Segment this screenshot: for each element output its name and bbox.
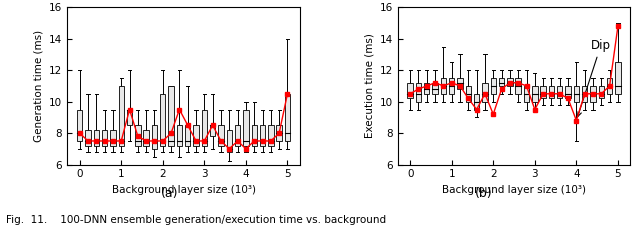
Bar [193,125,199,146]
Y-axis label: Execution time (ms): Execution time (ms) [364,33,374,138]
Bar [515,78,521,94]
Bar [540,86,546,98]
Bar [458,78,463,89]
Bar [276,125,282,141]
Bar [441,78,446,94]
Bar [110,130,116,146]
Bar [143,130,149,146]
Bar [615,62,621,94]
Bar [268,125,273,146]
Bar [202,109,207,146]
Bar [227,130,232,152]
Text: Dip: Dip [577,39,611,117]
Bar [532,86,538,102]
Bar [260,125,265,146]
Bar [285,94,290,141]
Bar [243,109,248,146]
Bar [524,86,529,102]
Bar [548,86,554,98]
Bar [160,94,166,146]
Bar [433,83,438,94]
Bar [507,78,513,86]
Bar [210,125,215,136]
Bar [77,109,83,141]
Bar [582,86,588,102]
Bar [135,125,141,146]
Bar [424,83,429,94]
Bar [85,130,91,146]
Bar [127,109,132,125]
Bar [490,78,496,94]
Y-axis label: Generation time (ms): Generation time (ms) [33,30,44,142]
Bar [185,125,191,146]
Bar [235,125,240,146]
Text: (a): (a) [161,187,179,200]
Text: Fig.  11.    100-DNN ensemble generation/execution time vs. background: Fig. 11. 100-DNN ensemble generation/exe… [6,215,387,225]
Bar [598,86,604,98]
Bar [557,86,563,98]
Bar [177,125,182,146]
Bar [102,130,108,146]
Bar [483,83,488,102]
Bar [93,130,99,146]
Text: (b): (b) [474,187,492,200]
Bar [168,86,174,146]
X-axis label: Background layer size (10³): Background layer size (10³) [111,185,255,195]
Bar [499,78,504,86]
Bar [573,86,579,102]
Bar [118,86,124,146]
Bar [408,83,413,98]
Bar [218,125,223,146]
Bar [416,83,421,102]
Bar [152,125,157,149]
Bar [466,86,471,102]
Bar [252,125,257,146]
Bar [590,86,596,102]
Bar [449,78,454,94]
Bar [565,86,571,98]
X-axis label: Background layer size (10³): Background layer size (10³) [442,185,586,195]
Bar [607,78,612,94]
Bar [474,94,479,109]
